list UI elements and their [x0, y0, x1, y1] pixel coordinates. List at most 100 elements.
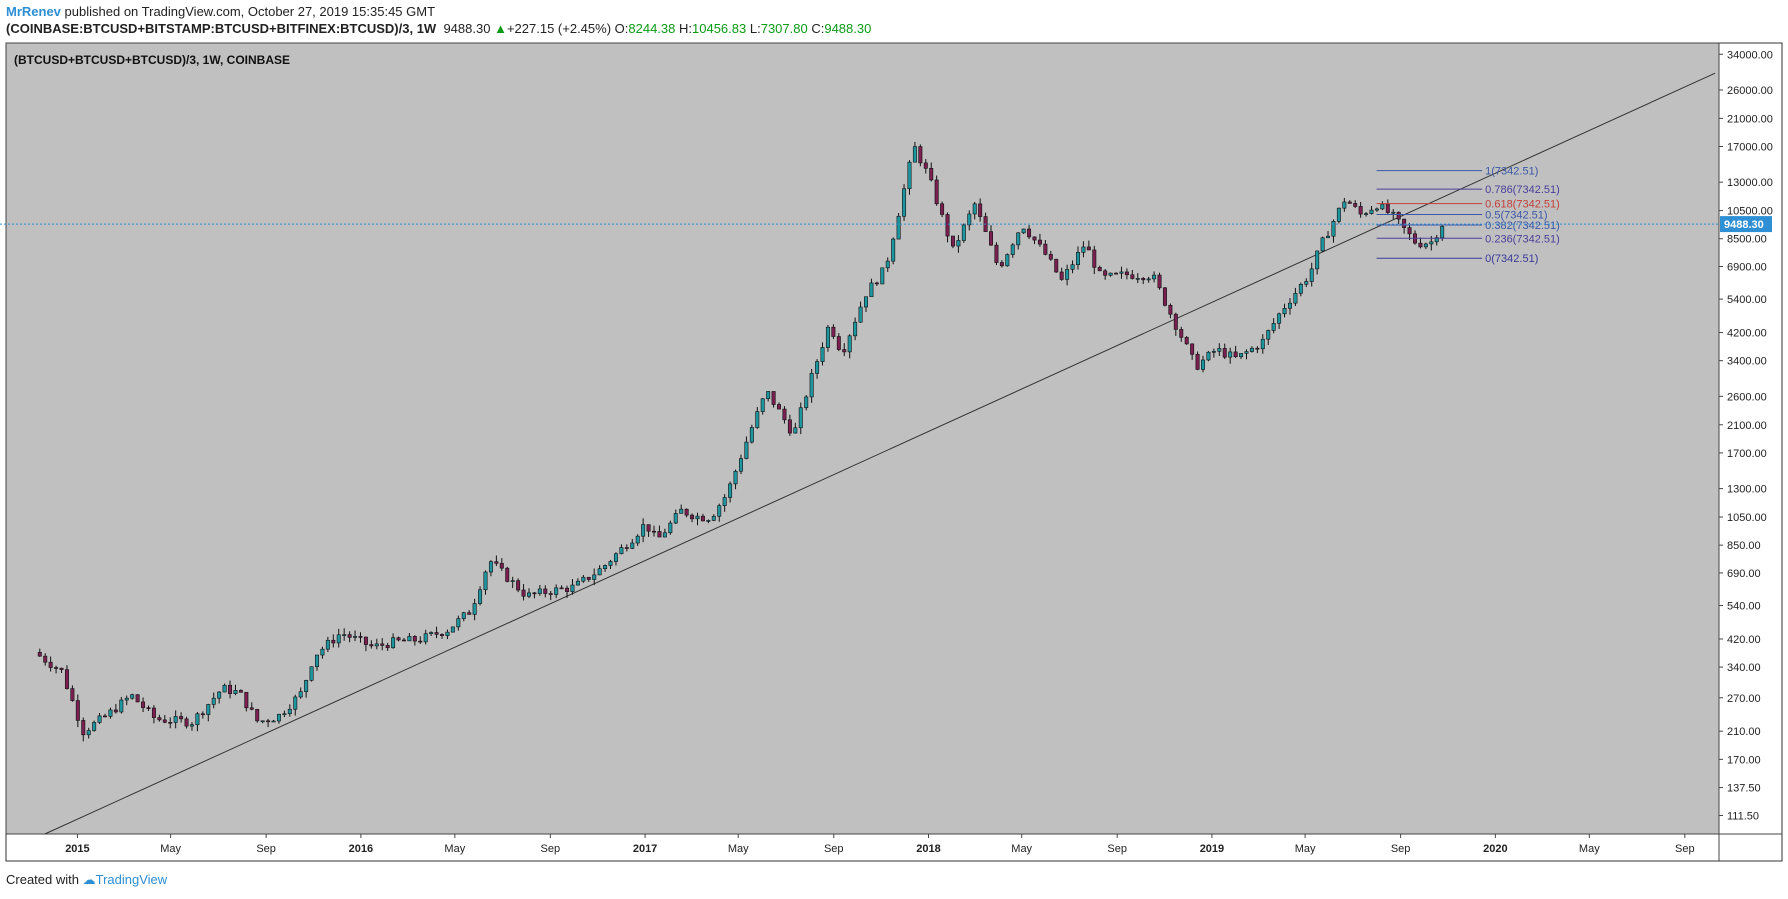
candle-body [858, 306, 863, 323]
candle-body [581, 576, 586, 582]
candle-body [733, 470, 738, 485]
candle-body [912, 146, 917, 163]
price-tick-label: 13000.00 [1727, 177, 1773, 189]
price-tick-label: 1300.00 [1727, 484, 1767, 496]
candle-body [646, 524, 651, 532]
candle-body [532, 592, 537, 595]
candle-body [1429, 241, 1434, 245]
candle-body [217, 691, 222, 699]
candle-body [864, 296, 868, 308]
candle-body [363, 636, 368, 645]
candle-body [249, 707, 254, 710]
candle-body [1233, 351, 1238, 358]
low-value: 7307.80 [760, 21, 808, 36]
candle-body [1075, 252, 1080, 266]
price-axis[interactable]: 34000.00 26000.00 21000.00 17000.00 13000.00… [1719, 49, 1773, 822]
candle-body [135, 694, 140, 703]
candle-body [1005, 254, 1010, 267]
candle-body [380, 643, 385, 646]
candle-body [70, 688, 75, 701]
candle-body [347, 634, 352, 638]
candle-body [744, 441, 749, 459]
time-axis[interactable]: 2015 May Sep 2016 May Sep 2017 May Sep 2018 May Sep… [65, 834, 1695, 855]
candle-body [407, 636, 412, 642]
footer: Created with ☁TradingView [6, 872, 167, 888]
candle-body [1228, 351, 1233, 358]
candle-body [418, 640, 423, 643]
candle-body [499, 563, 504, 569]
candle-body [1331, 221, 1336, 237]
author-name[interactable]: MrRenev [6, 4, 61, 19]
candle-body [592, 574, 597, 580]
trendline[interactable] [44, 72, 1716, 835]
candle-body [738, 458, 743, 472]
candle-body [401, 639, 406, 642]
candle-body [385, 645, 390, 649]
candle-body [1358, 206, 1363, 215]
candle-body [608, 561, 613, 566]
candle-body [782, 408, 787, 421]
candle-body [293, 696, 298, 710]
candle-body [358, 636, 363, 638]
candle-body [662, 532, 667, 538]
candle-body [1402, 218, 1407, 228]
candle-body [771, 391, 776, 405]
candle-body [777, 404, 782, 410]
price-tick-label: 137.50 [1727, 783, 1761, 795]
candle-body [1380, 203, 1385, 210]
time-tick-label: Sep [824, 843, 844, 855]
candle-body [336, 634, 341, 644]
candle-body [173, 716, 178, 723]
time-tick-label: May [728, 843, 749, 855]
candle-body [907, 161, 912, 190]
candle-body [282, 713, 287, 716]
price-tick-label: 340.00 [1727, 662, 1761, 674]
candle-body [1244, 351, 1249, 354]
candle-body [130, 694, 135, 699]
candle-body [1396, 211, 1401, 220]
fib-level-label: 1(7342.51) [1485, 166, 1538, 178]
candle-body [1184, 337, 1189, 345]
candle-body [1135, 278, 1140, 280]
candle-body [374, 643, 379, 647]
candle-body [488, 561, 493, 573]
fibonacci-retracement[interactable]: 1(7342.51)0.786(7342.51)0.618(7342.51)0.… [1376, 166, 1560, 266]
candle-body [586, 576, 591, 580]
candle-body [391, 637, 396, 649]
candle-body [923, 162, 928, 169]
candle-body [874, 282, 879, 285]
current-price-badge [1720, 216, 1772, 233]
candle-body [1304, 281, 1309, 285]
close-label: C: [811, 21, 825, 36]
tradingview-brand[interactable]: TradingView [95, 872, 168, 887]
fib-level-label: 0.5(7342.51) [1485, 209, 1547, 221]
candle-body [304, 680, 309, 693]
candle-body [494, 561, 499, 564]
price-tick-label: 5400.00 [1727, 294, 1767, 306]
candle-body [48, 661, 53, 668]
candle-body [162, 719, 167, 723]
candle-body [798, 407, 803, 429]
candle-body [1065, 269, 1070, 280]
candle-body [825, 326, 830, 348]
candle-body [1222, 348, 1227, 358]
candle-body [510, 580, 515, 582]
time-tick-label: Sep [1391, 843, 1411, 855]
candle-body [1054, 258, 1059, 273]
candle-body [940, 203, 945, 215]
price-tick-label: 111.50 [1727, 810, 1759, 822]
candle-body [157, 717, 162, 721]
candle-body [543, 588, 548, 594]
candle-body [1092, 249, 1097, 268]
candle-body [934, 179, 939, 205]
close-value: 9488.30 [824, 21, 872, 36]
time-tick-label: Sep [541, 843, 561, 855]
candle-body [1211, 351, 1216, 353]
open-value: 8244.38 [628, 21, 676, 36]
candle-body [1032, 236, 1037, 241]
candle-body [1364, 213, 1369, 215]
candle-body [271, 720, 276, 723]
candle-body [597, 568, 602, 576]
candle-body [124, 697, 129, 701]
